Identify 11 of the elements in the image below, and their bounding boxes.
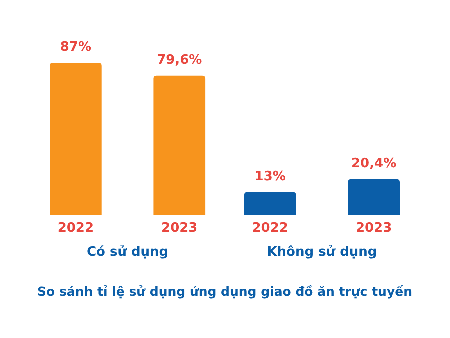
text: So sánh tỉ lệ sử dụng ứng dụng giao đồ ăn trực tuyến [38, 284, 412, 299]
series-label: 2023 [162, 221, 198, 236]
data-label: 13% [254, 169, 286, 184]
text: 2023 [356, 221, 392, 236]
text: 2022 [252, 221, 288, 236]
data-label: 79,6% [157, 52, 202, 68]
series-label: 2022 [58, 221, 94, 236]
x-tick-label: Có sử dụng [86, 245, 169, 260]
data-label: 87% [60, 40, 92, 55]
x-tick-label: Không sử dụng [267, 245, 378, 260]
data-label: 20,4% [352, 156, 397, 172]
